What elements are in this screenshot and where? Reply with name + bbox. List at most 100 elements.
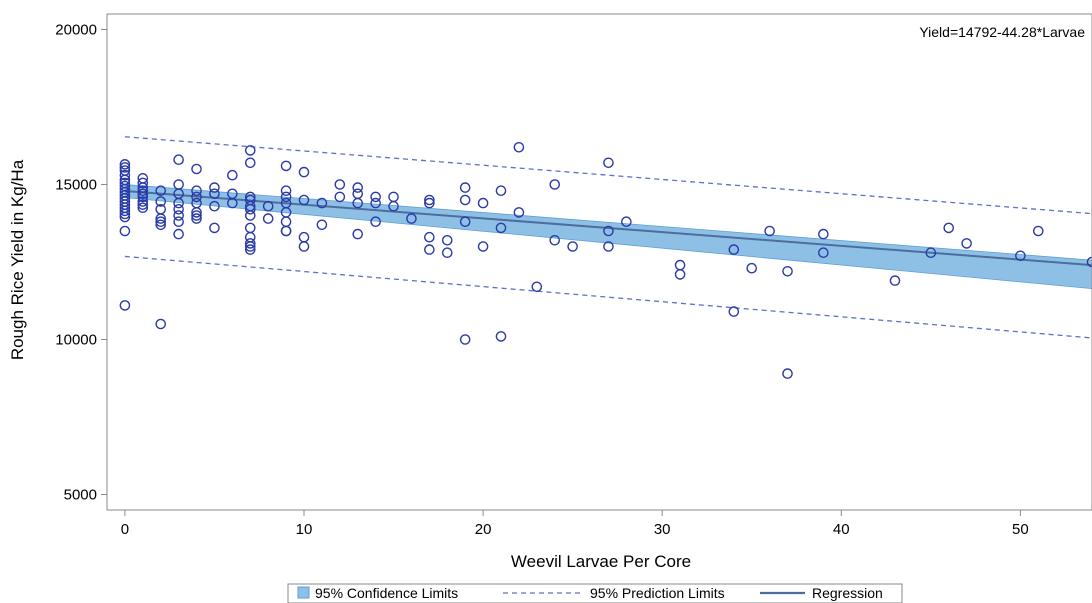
data-point [352,228,364,240]
y-tick-label: 15000 [55,177,97,194]
data-point [227,169,238,181]
data-point [316,197,328,209]
x-tick-label: 40 [833,521,850,538]
data-point [137,199,149,210]
data-point [316,219,328,231]
data-point [280,191,292,203]
data-point [603,157,614,169]
x-axis-title: Weevil Larvae Per Core [511,552,691,571]
data-point [477,197,489,209]
data-point [603,225,614,237]
data-point [244,203,256,215]
data-point [137,202,149,214]
data-point [513,141,525,153]
data-point [782,265,793,277]
data-point [173,210,184,221]
data-point [119,300,131,311]
legend-frame [287,583,903,603]
data-point [137,196,149,207]
data-point [441,247,453,258]
data-point [1015,250,1026,262]
data-point [370,197,381,209]
data-point [155,185,167,196]
data-point [334,179,346,190]
confidence-band [124,184,1092,290]
data-point [352,188,364,200]
data-point [1086,256,1092,268]
plot-frame [106,13,1092,511]
data-point [119,205,131,217]
data-point [119,159,131,170]
data-point [495,185,507,196]
data-point [137,185,149,196]
data-point [244,222,256,234]
data-point [155,219,167,231]
data-point [549,234,561,246]
data-point [495,222,507,234]
data-point [352,197,364,209]
data-point [280,216,292,227]
data-point [227,197,238,209]
data-point [424,231,435,243]
data-point [209,182,220,193]
regression-line [124,189,1092,267]
data-point [244,210,256,221]
data-point [119,211,131,223]
data-point [424,194,435,206]
data-point [119,169,131,181]
data-point [531,281,543,293]
legend: 95% Confidence Limits 95% Prediction Lim… [287,583,903,603]
data-point [155,216,167,227]
legend-regression-label: Regression [812,585,883,601]
data-point [388,191,399,203]
data-point [155,213,167,224]
data-point [244,244,256,255]
legend-prediction-label: 95% Prediction Limits [590,585,725,601]
data-point [209,188,220,200]
data-point [674,259,686,271]
data-point [137,191,149,203]
data-point [495,331,507,342]
data-point [244,238,256,249]
y-axis-title: Rough Rice Yield in Kg/Ha [8,159,27,360]
data-point [298,231,310,243]
data-point [388,200,399,212]
data-point [1032,225,1044,237]
data-point [155,318,167,330]
legend-confidence-label: 95% Confidence Limits [315,585,458,601]
x-tick-label: 0 [121,521,129,538]
y-tick-label: 5000 [64,487,97,504]
data-point [925,247,937,258]
x-tick-label: 30 [654,521,671,538]
data-point [173,197,184,209]
y-tick-label: 20000 [55,22,97,39]
data-point [370,216,381,227]
data-point [674,269,686,280]
data-point [818,228,829,240]
data-point [459,194,471,206]
data-point [298,241,310,252]
data-point [173,228,184,240]
data-point [173,216,184,227]
data-point [119,208,131,220]
data-point [155,196,167,207]
data-point [298,194,310,206]
data-point [209,200,220,212]
x-tick-label: 20 [475,521,492,538]
data-point [209,222,220,234]
data-point [406,213,417,224]
data-point [549,179,561,190]
data-point [173,179,184,190]
data-point [191,191,202,203]
data-point [370,191,381,203]
data-point [889,275,901,286]
data-point [477,241,489,252]
data-point [459,182,471,193]
data-point [728,306,740,317]
legend-confidence-swatch [297,586,310,599]
data-point [262,213,274,224]
data-point [603,241,614,252]
data-point [728,244,740,255]
data-point [244,157,256,169]
